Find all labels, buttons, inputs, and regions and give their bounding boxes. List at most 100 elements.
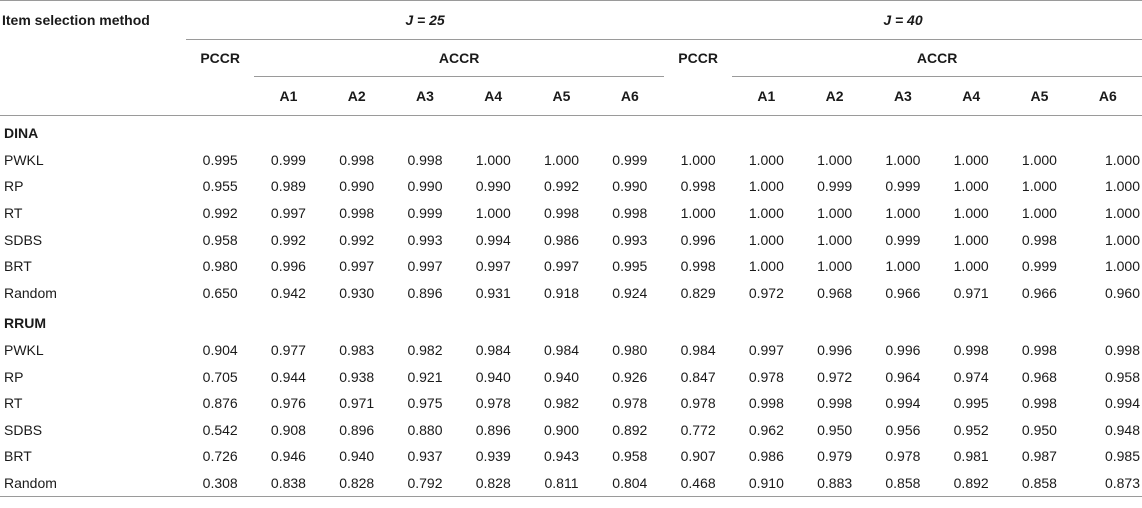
value-cell: 0.926 [612,368,648,385]
value-cell: 0.921 [407,368,443,385]
value-cell: 0.995 [953,395,989,412]
value-cell: 0.974 [953,368,989,385]
value-cell: 0.964 [885,368,921,385]
table-row: Random 0.650 0.942 0.930 0.896 0.931 0.918 0.92… [0,280,1142,307]
value-cell: 0.772 [680,421,716,438]
value-cell: 0.876 [202,395,238,412]
attr-header: A5 [1005,76,1074,116]
value-cell: 0.944 [270,368,306,385]
value-cell: 0.996 [270,258,306,275]
section-label: RRUM [4,315,46,332]
value-cell: 0.998 [748,395,784,412]
value-cell: 0.984 [680,342,716,359]
value-cell: 0.938 [339,368,375,385]
value-cell: 0.931 [475,284,511,301]
value-cell: 0.979 [817,448,853,465]
value-cell: 0.956 [885,421,921,438]
value-cell: 0.847 [680,368,716,385]
value-cell: 0.968 [817,284,853,301]
attr-header: A6 [1073,76,1142,116]
attr-header: A3 [390,76,460,116]
value-cell: 1.000 [748,258,784,275]
value-cell: 0.997 [748,342,784,359]
value-cell: 0.998 [817,395,853,412]
table-body: DINA PWKL 0.995 0.999 0.998 0.998 1.000 1.000 0.… [0,116,1142,498]
value-cell: 1.000 [748,178,784,195]
value-cell: 0.811 [527,469,596,498]
value-cell: 1.000 [953,231,989,248]
method-cell: RP [4,368,24,385]
value-cell: 0.998 [407,151,443,168]
value-cell: 0.999 [885,178,921,195]
value-cell: 0.828 [322,469,391,498]
value-cell: 0.998 [543,205,580,222]
value-cell: 0.996 [817,342,853,359]
value-cell: 0.972 [817,368,853,385]
value-cell: 1.000 [1021,205,1057,222]
value-cell: 0.986 [748,448,784,465]
method-header: Item selection method [0,0,187,40]
value-cell: 0.994 [475,231,511,248]
table-row: SDBS 0.542 0.908 0.896 0.880 0.896 0.900 0.892 0… [0,417,1142,444]
value-cell: 0.958 [202,231,238,248]
value-cell: 0.993 [407,231,443,248]
value-cell: 0.930 [339,284,375,301]
value-cell: 0.989 [270,178,306,195]
value-cell: 0.972 [748,284,784,301]
value-cell: 0.981 [953,448,989,465]
method-cell: SDBS [4,421,43,438]
value-cell: 0.997 [475,258,511,275]
value-cell: 0.966 [885,284,921,301]
header-row-3: A1 A2 A3 A4 A5 A6 A1 A2 A3 A4 A5 A6 [0,76,1142,116]
value-cell: 0.998 [1021,395,1057,412]
value-cell: 1.000 [817,231,853,248]
value-cell: 0.308 [186,469,255,498]
value-cell: 0.726 [202,448,238,465]
method-cell: RP [4,178,24,195]
value-cell: 1.000 [748,231,784,248]
value-cell: 0.940 [339,448,375,465]
value-cell: 1.000 [953,205,989,222]
value-cell: 0.978 [748,368,784,385]
value-cell: 1.000 [1104,151,1140,168]
value-cell: 1.000 [953,151,989,168]
value-cell: 0.999 [270,151,306,168]
value-cell: 0.940 [543,368,580,385]
header-row-1: Item selection method J = 25 J = 40 [0,0,1142,40]
value-cell: 0.943 [543,448,580,465]
value-cell: 1.000 [475,205,511,222]
value-cell: 1.000 [953,178,989,195]
value-cell: 0.999 [407,205,443,222]
value-cell: 0.971 [953,284,989,301]
value-cell: 0.978 [680,395,716,412]
value-cell: 0.948 [1104,421,1140,438]
value-cell: 0.998 [680,258,716,275]
value-cell: 0.992 [270,231,306,248]
value-cell: 0.940 [475,368,511,385]
value-cell: 0.998 [1021,231,1057,248]
table-row: RT 0.992 0.997 0.998 0.999 1.000 0.998 0.998 1.0… [0,200,1142,227]
value-cell: 1.000 [475,151,511,168]
value-cell: 0.990 [475,178,511,195]
value-cell: 0.904 [202,342,238,359]
pccr-header-j40: PCCR [678,50,718,67]
value-cell: 0.999 [1021,258,1057,275]
value-cell: 0.986 [543,231,580,248]
value-cell: 0.983 [339,342,375,359]
value-cell: 0.968 [1021,368,1057,385]
attr-header: A1 [732,76,801,116]
value-cell: 0.997 [407,258,443,275]
value-cell: 0.998 [680,178,716,195]
value-cell: 0.966 [1021,284,1057,301]
value-cell: 0.994 [885,395,921,412]
value-cell: 0.952 [953,421,989,438]
value-cell: 0.998 [612,205,648,222]
value-cell: 0.998 [953,342,989,359]
value-cell: 0.804 [595,469,664,498]
value-cell: 0.975 [407,395,443,412]
value-cell: 0.946 [270,448,306,465]
method-cell: PWKL [4,151,44,168]
value-cell: 1.000 [680,205,716,222]
value-cell: 0.995 [612,258,648,275]
method-cell: BRT [4,258,32,275]
